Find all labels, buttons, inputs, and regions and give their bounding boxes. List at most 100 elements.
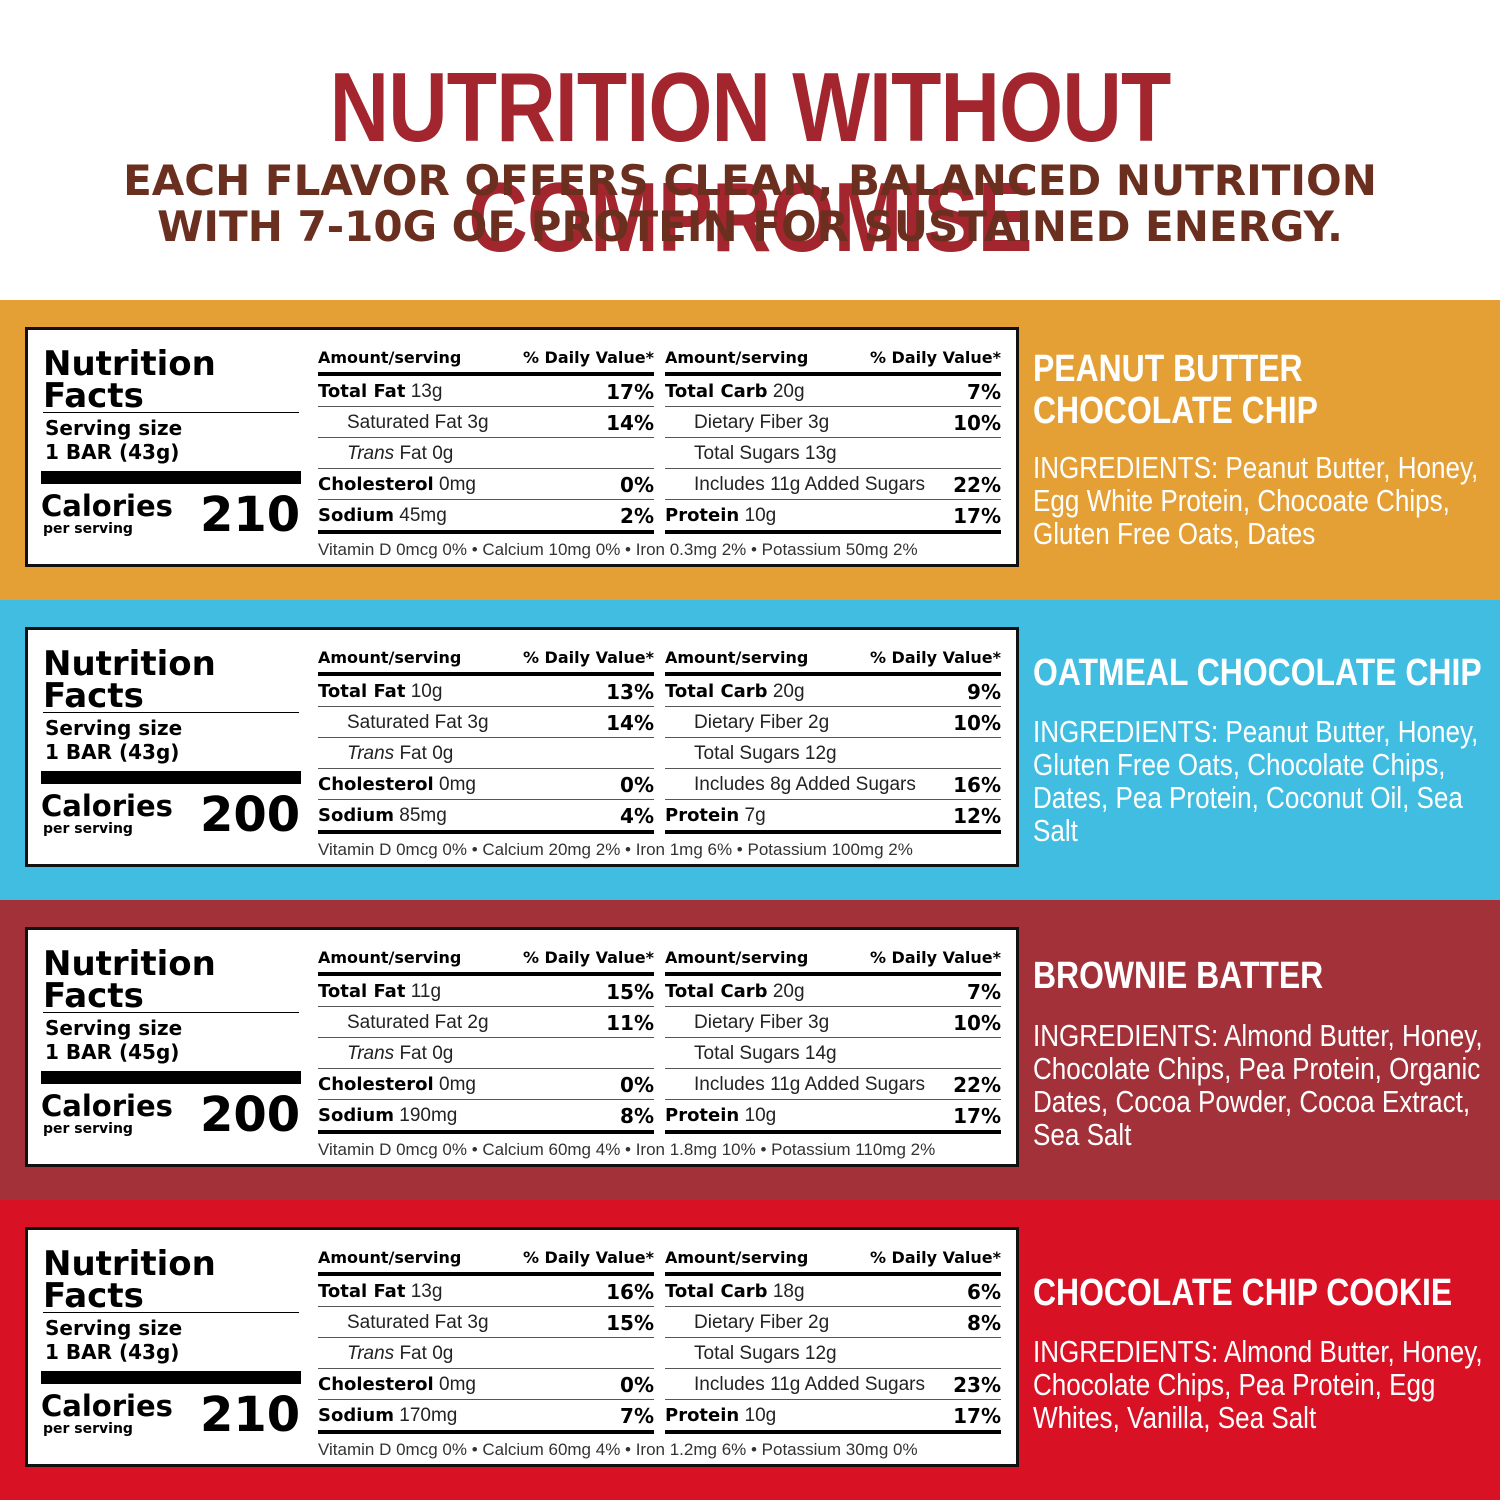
added-sugars-row: Includes 11g Added Sugars 22% [665,469,1001,500]
per-serving-label: per serving [43,821,133,837]
saturated-fat-amount: 2g [467,1012,489,1033]
saturated-fat-dv: 15% [606,1311,654,1335]
fat-label: Fat [399,743,427,764]
sodium-dv: 8% [620,1104,654,1128]
dietary-fiber-row: Dietary Fiber 3g 10% [665,407,1001,438]
saturated-fat-label: Saturated Fat [347,1312,463,1333]
saturated-fat-row: Saturated Fat 3g 14% [318,707,654,738]
dietary-fiber-label: Dietary Fiber [694,1012,803,1033]
serving-size-label: Serving size [45,716,183,740]
column-header: Amount/serving % Daily Value* [318,944,654,976]
total-fat-amount: 13g [410,381,443,402]
added-sugars-label: Added Sugars [804,1374,926,1395]
sodium-row: Sodium 45mg 2% [318,500,654,534]
total-carb-dv: 6% [967,1280,1001,1304]
nutrient-column-right: Amount/serving % Daily Value* Total Carb… [665,1244,1001,1434]
total-fat-dv: 13% [606,680,654,704]
dietary-fiber-amount: 2g [808,1312,830,1333]
total-carb-dv: 9% [967,680,1001,704]
nf-title-line1: Nutrition [43,344,216,384]
trans-fat-amount: 0g [432,1043,454,1064]
vitamins-minerals-line: Vitamin D 0mcg 0% • Calcium 60mg 4% • Ir… [318,1140,936,1159]
dietary-fiber-row: Dietary Fiber 2g 10% [665,707,1001,738]
nutrient-column-right: Amount/serving % Daily Value* Total Carb… [665,644,1001,834]
total-carb-amount: 18g [772,1281,805,1302]
amount-serving-header: Amount/serving [665,948,809,967]
protein-row: Protein 10g 17% [665,1100,1001,1134]
saturated-fat-row: Saturated Fat 3g 15% [318,1307,654,1338]
cholesterol-dv: 0% [620,473,654,497]
product-band-peanut-butter: Nutrition Facts Serving size 1 BAR (43g)… [0,300,1500,600]
per-serving-label: per serving [43,521,133,537]
total-sugars-label: Total Sugars [694,1343,800,1364]
calories-label: Calories [41,1089,173,1123]
cholesterol-amount: 0mg [439,1374,476,1395]
total-sugars-label: Total Sugars [694,743,800,764]
saturated-fat-row: Saturated Fat 3g 14% [318,407,654,438]
dietary-fiber-row: Dietary Fiber 2g 8% [665,1307,1001,1338]
added-sugars-label: Added Sugars [804,1074,926,1095]
protein-row: Protein 7g 12% [665,800,1001,834]
ingredients-text: INGREDIENTS: Peanut Butter, Honey, Glute… [1033,714,1479,848]
added-sugars-amount: 8g [770,774,792,795]
sodium-row: Sodium 85mg 4% [318,800,654,834]
product-band-oatmeal: Nutrition Facts Serving size 1 BAR (43g)… [0,600,1500,900]
dietary-fiber-label: Dietary Fiber [694,412,803,433]
divider [43,1012,299,1013]
dietary-fiber-dv: 10% [953,411,1001,435]
protein-amount: 10g [744,1405,777,1426]
total-carb-row: Total Carb 20g 7% [665,976,1001,1007]
nf-title-line2: Facts [43,1276,144,1316]
protein-label: Protein [665,1405,740,1426]
added-sugars-label: Added Sugars [804,474,926,495]
nutrition-facts-title: Nutrition Facts [43,644,216,713]
trans-label: Trans [347,1343,395,1364]
total-fat-row: Total Fat 13g 16% [318,1276,654,1307]
protein-dv: 17% [953,1404,1001,1428]
total-fat-label: Total Fat [318,681,406,702]
daily-value-header: % Daily Value* [869,1248,1001,1267]
cholesterol-row: Cholesterol 0mg 0% [318,769,654,800]
fat-label: Fat [399,1343,427,1364]
cholesterol-row: Cholesterol 0mg 0% [318,469,654,500]
column-header: Amount/serving % Daily Value* [318,1244,654,1276]
total-carb-amount: 20g [772,381,805,402]
cholesterol-dv: 0% [620,773,654,797]
trans-fat-amount: 0g [432,743,454,764]
serving-size-value: 1 BAR (43g) [45,740,180,764]
added-sugars-row: Includes 8g Added Sugars 16% [665,769,1001,800]
serving-size-value: 1 BAR (43g) [45,440,180,464]
per-serving-label: per serving [43,1121,133,1137]
flavor-name: BROWNIE BATTER [1033,955,1324,997]
nutrient-column-left: Amount/serving % Daily Value* Total Fat … [318,944,654,1134]
sodium-label: Sodium [318,1405,394,1426]
nutrient-column-left: Amount/serving % Daily Value* Total Fat … [318,1244,654,1434]
daily-value-header: % Daily Value* [522,648,654,667]
calories-value: 200 [200,1087,301,1143]
sodium-amount: 45mg [399,505,447,526]
subtitle-line-1: EACH FLAVOR OFFERS CLEAN, BALANCED NUTRI… [123,156,1377,205]
nf-title-line1: Nutrition [43,644,216,684]
thick-divider [41,1071,301,1084]
amount-serving-header: Amount/serving [318,948,462,967]
total-fat-amount: 13g [410,1281,443,1302]
nf-title-line1: Nutrition [43,944,216,984]
total-fat-dv: 16% [606,1280,654,1304]
trans-fat-row: Trans Fat 0g [318,1038,654,1069]
total-fat-row: Total Fat 10g 13% [318,676,654,707]
nutrient-column-right: Amount/serving % Daily Value* Total Carb… [665,944,1001,1134]
total-fat-amount: 10g [410,681,443,702]
sodium-amount: 190mg [399,1105,458,1126]
total-carb-row: Total Carb 20g 9% [665,676,1001,707]
cholesterol-dv: 0% [620,1073,654,1097]
thick-divider [41,1371,301,1384]
saturated-fat-amount: 3g [467,712,489,733]
nutrition-facts-panel: Nutrition Facts Serving size 1 BAR (43g)… [25,1227,1019,1467]
total-fat-label: Total Fat [318,381,406,402]
nutrition-facts-panel: Nutrition Facts Serving size 1 BAR (43g)… [25,627,1019,867]
sodium-dv: 4% [620,804,654,828]
cholesterol-amount: 0mg [439,1074,476,1095]
trans-fat-amount: 0g [432,443,454,464]
daily-value-header: % Daily Value* [522,348,654,367]
nf-title-line2: Facts [43,976,144,1016]
